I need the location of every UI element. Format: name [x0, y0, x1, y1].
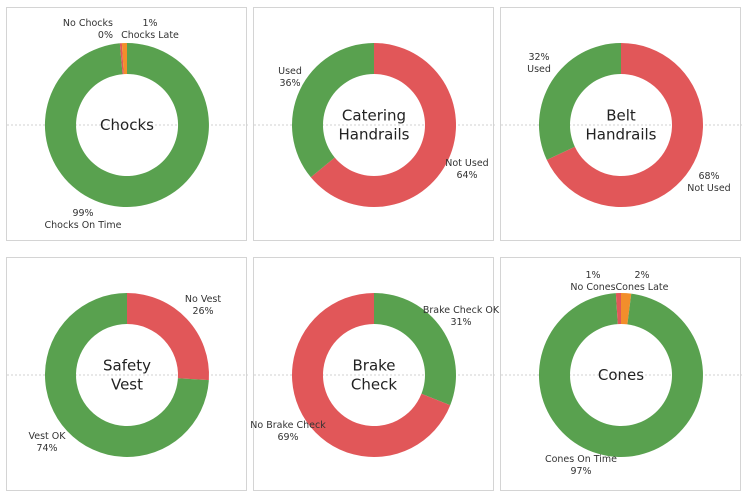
donut-panel-chocks: Chocks 99% Chocks On Time No Chocks 0% 1% Choc… — [6, 7, 248, 241]
chart-title: Catering Handrails — [338, 107, 409, 144]
donut-panel-cones: Cones 2% Cones Late Cones On Time 97% 1% No Co… — [500, 257, 742, 491]
slice-label-brake-check-ok: Brake Check OK 31% — [423, 305, 500, 328]
slice-vest-ok[interactable] — [45, 293, 209, 457]
slice-chocks-late[interactable] — [121, 42, 127, 75]
chart-title: Brake Check — [351, 357, 397, 394]
slice-cones-on-time[interactable] — [538, 293, 703, 457]
slice-label-no-chocks: No Chocks 0% — [63, 18, 113, 41]
donut-chart-cones: Cones 2% Cones Late Cones On Time 97% 1% No Co… — [501, 270, 742, 477]
donut-chart-chocks: Chocks 99% Chocks On Time No Chocks 0% 1% Choc… — [7, 18, 248, 231]
slice-label-cones-on-time: Cones On Time 97% — [545, 454, 617, 477]
slice-label-cones-late: 2% Cones Late — [616, 270, 669, 293]
chart-title: Safety Vest — [103, 357, 151, 394]
slice-label-vest-ok: Vest OK 74% — [28, 431, 66, 454]
donut-panel-belt-handrails: Belt Handrails 68% Not Used 32% Used — [500, 7, 742, 241]
chart-title: Chocks — [100, 116, 154, 134]
slice-no-chocks[interactable] — [119, 43, 124, 75]
slice-cones-late[interactable] — [621, 293, 632, 325]
donut-chart-belt-handrails: Belt Handrails 68% Not Used 32% Used — [501, 43, 742, 208]
slice-label-no-cones: 1% No Cones — [570, 270, 615, 293]
slice-label-no-vest: No Vest 26% — [185, 294, 221, 317]
slice-brake-check-ok[interactable] — [374, 293, 456, 406]
slice-not-used[interactable] — [310, 43, 457, 207]
donut-chart-safety-vest: Safety Vest No Vest 26% Vest OK 74% — [7, 293, 248, 457]
donut-chart-catering-handrails: Catering Handrails Not Used 64% Used 36% — [254, 43, 495, 207]
slice-no-cones[interactable] — [615, 293, 621, 325]
slice-label-not-used: Not Used 64% — [445, 158, 488, 181]
chart-title: Cones — [598, 366, 644, 384]
chart-title: Belt Handrails — [585, 107, 656, 144]
slice-label-chocks-on-time: 99% Chocks On Time — [45, 208, 122, 231]
slice-not-used[interactable] — [546, 43, 703, 208]
slice-no-vest[interactable] — [127, 293, 210, 381]
slice-used[interactable] — [538, 43, 621, 160]
donut-chart-brake-check: Brake Check Brake Check OK 31% No Brake Chec… — [250, 293, 500, 457]
slice-label-chocks-late: 1% Chocks Late — [121, 18, 179, 41]
slice-no-brake-check[interactable] — [291, 293, 451, 457]
donut-panel-catering-handrails: Catering Handrails Not Used 64% Used 36% — [253, 7, 495, 241]
slice-label-no-brake-check: No Brake Check 69% — [250, 420, 326, 443]
slice-chocks-on-time[interactable] — [44, 43, 209, 207]
slice-label-used: Used 36% — [278, 66, 302, 89]
donut-panel-brake-check: Brake Check Brake Check OK 31% No Brake Chec… — [250, 257, 500, 491]
slice-label-used: 32% Used — [527, 52, 551, 75]
slice-used[interactable] — [292, 43, 374, 178]
slice-label-not-used: 68% Not Used — [687, 171, 730, 194]
donut-panel-safety-vest: Safety Vest No Vest 26% Vest OK 74% — [6, 257, 248, 491]
